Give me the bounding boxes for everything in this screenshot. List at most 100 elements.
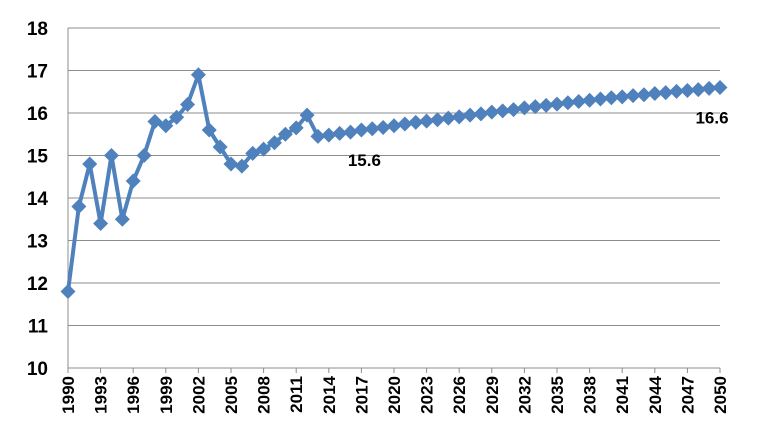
data-labels: 15.6 16.6 <box>348 109 729 171</box>
data-point <box>647 85 663 101</box>
data-point <box>375 119 391 135</box>
data-point <box>299 107 315 123</box>
data-point <box>201 122 217 138</box>
data-point <box>71 199 87 214</box>
data-point <box>679 82 695 98</box>
data-point <box>527 99 543 115</box>
data-point <box>386 118 402 134</box>
data-point <box>462 107 478 123</box>
data-point <box>245 145 261 161</box>
data-point <box>125 173 141 189</box>
x-tick-label: 2038 <box>581 376 600 414</box>
data-point <box>223 156 239 172</box>
data-point <box>212 139 228 155</box>
y-tick-label: 17 <box>27 62 48 83</box>
x-tick-label: 2026 <box>450 376 469 414</box>
y-tick-label: 14 <box>27 189 49 210</box>
data-point <box>310 128 326 144</box>
x-tick-label: 2008 <box>255 376 274 414</box>
data-point <box>103 148 119 163</box>
data-point <box>603 90 619 106</box>
x-tick-label: 2029 <box>483 376 502 414</box>
data-point <box>60 284 76 299</box>
x-tick-label: 2050 <box>711 376 730 414</box>
x-tick-label: 1990 <box>59 376 78 414</box>
x-tick-label: 1996 <box>124 376 143 414</box>
x-tick-label: 2023 <box>418 376 437 414</box>
x-tick-label: 2020 <box>385 376 404 414</box>
x-tick-label: 1999 <box>157 376 176 414</box>
y-tick-label: 11 <box>28 317 49 338</box>
y-tick-label: 16 <box>27 104 48 125</box>
y-tick-label: 13 <box>27 232 48 253</box>
data-point <box>690 82 706 98</box>
x-tick-label: 2011 <box>287 376 306 413</box>
data-point <box>190 67 206 83</box>
data-point <box>288 120 304 136</box>
data-point <box>114 211 130 227</box>
data-point <box>560 95 576 111</box>
x-tick-labels: 1990 1993 1996 1999 2002 2005 2008 2011 2014 2017… <box>59 375 730 413</box>
x-tick-label: 2002 <box>189 376 208 414</box>
x-tick-label: 2032 <box>515 376 534 414</box>
data-point <box>256 141 272 157</box>
data-point <box>625 88 641 104</box>
data-point <box>538 97 554 113</box>
data-point <box>136 148 152 163</box>
data-point <box>440 110 456 126</box>
y-tick-label: 18 <box>27 19 48 40</box>
axes <box>67 28 721 373</box>
data-point <box>277 126 293 142</box>
series-layer <box>60 67 728 299</box>
data-point <box>712 80 728 95</box>
data-point <box>658 85 674 101</box>
data-point <box>495 103 511 119</box>
data-point <box>364 121 380 137</box>
gridlines <box>68 27 720 326</box>
data-point <box>93 216 109 231</box>
data-point <box>506 102 522 118</box>
data-point <box>582 92 598 108</box>
x-tick-label: 2044 <box>646 375 665 413</box>
x-tick-label: 2047 <box>678 376 697 414</box>
data-label: 15.6 <box>348 151 381 170</box>
data-point <box>669 83 685 99</box>
x-tick-label: 2035 <box>548 376 567 414</box>
data-point <box>321 127 337 143</box>
x-tick-label: 2017 <box>352 376 371 414</box>
x-tick-label: 2005 <box>222 376 241 414</box>
y-tick-label: 15 <box>27 147 49 168</box>
data-point <box>169 109 185 125</box>
data-point <box>180 97 196 112</box>
x-tick-label: 2014 <box>320 375 339 413</box>
data-label: 16.6 <box>695 109 728 128</box>
data-point <box>158 118 174 134</box>
data-point <box>614 89 630 105</box>
data-point <box>451 109 467 125</box>
data-point <box>484 104 500 120</box>
data-point <box>397 116 413 132</box>
data-point <box>408 114 424 130</box>
data-point <box>82 156 98 172</box>
data-point <box>516 100 532 116</box>
data-point <box>636 87 652 103</box>
y-tick-label: 12 <box>27 274 48 295</box>
x-tick-label: 2041 <box>613 376 632 414</box>
data-point <box>332 125 348 141</box>
data-point <box>592 91 608 107</box>
series-line <box>66 72 721 292</box>
data-point <box>266 135 282 151</box>
data-point <box>549 96 565 112</box>
data-point <box>147 114 163 129</box>
y-tick-labels: 10 11 12 13 14 15 16 17 18 <box>27 19 49 380</box>
data-point <box>429 112 445 128</box>
x-tick-label: 1993 <box>92 376 111 414</box>
data-point <box>473 106 489 122</box>
data-point <box>353 122 369 138</box>
data-point <box>701 80 717 96</box>
data-point <box>234 158 250 174</box>
y-tick-label: 10 <box>27 359 48 380</box>
data-point <box>571 94 587 110</box>
